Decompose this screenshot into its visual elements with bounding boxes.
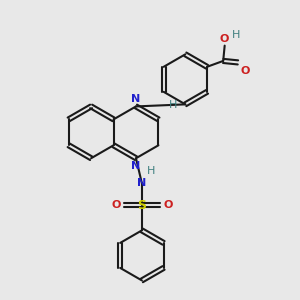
Text: N: N [131,160,141,171]
Text: O: O [163,200,172,210]
Text: N: N [137,178,146,188]
Text: S: S [137,199,146,212]
Text: O: O [111,200,121,210]
Text: H: H [232,30,240,40]
Text: H: H [169,100,177,110]
Text: N: N [131,94,141,104]
Text: O: O [220,34,230,44]
Text: H: H [147,166,156,176]
Text: O: O [240,66,250,76]
